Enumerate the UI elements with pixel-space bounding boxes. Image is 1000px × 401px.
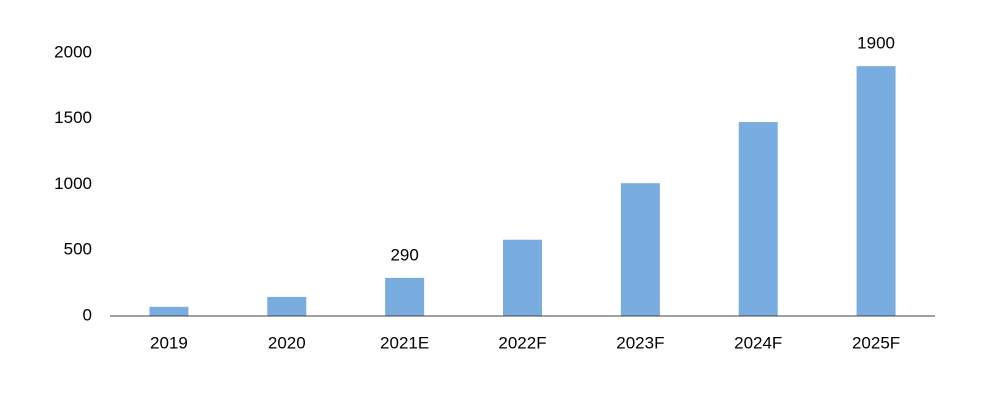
bar (385, 277, 425, 316)
x-tick-label: 2022F (498, 333, 546, 352)
bar (738, 122, 778, 316)
x-tick-label: 2023F (616, 333, 664, 352)
bar (856, 66, 896, 317)
y-tick-label: 500 (64, 240, 92, 259)
y-tick-label: 2000 (54, 42, 92, 61)
x-tick-label: 2024F (734, 333, 782, 352)
y-tick-label: 1000 (54, 174, 92, 193)
value-label: 290 (390, 245, 418, 264)
y-tick-label: 1500 (54, 108, 92, 127)
x-tick-label: 2025F (852, 333, 900, 352)
bar (503, 239, 542, 316)
y-tick-label: 0 (83, 305, 92, 324)
bar (620, 183, 660, 316)
bar (149, 306, 189, 316)
x-tick-label: 2021E (380, 333, 429, 352)
bar (267, 296, 307, 316)
value-label: 1900 (857, 34, 895, 53)
x-tick-label: 2020 (268, 333, 306, 352)
x-tick-label: 2019 (150, 333, 188, 352)
